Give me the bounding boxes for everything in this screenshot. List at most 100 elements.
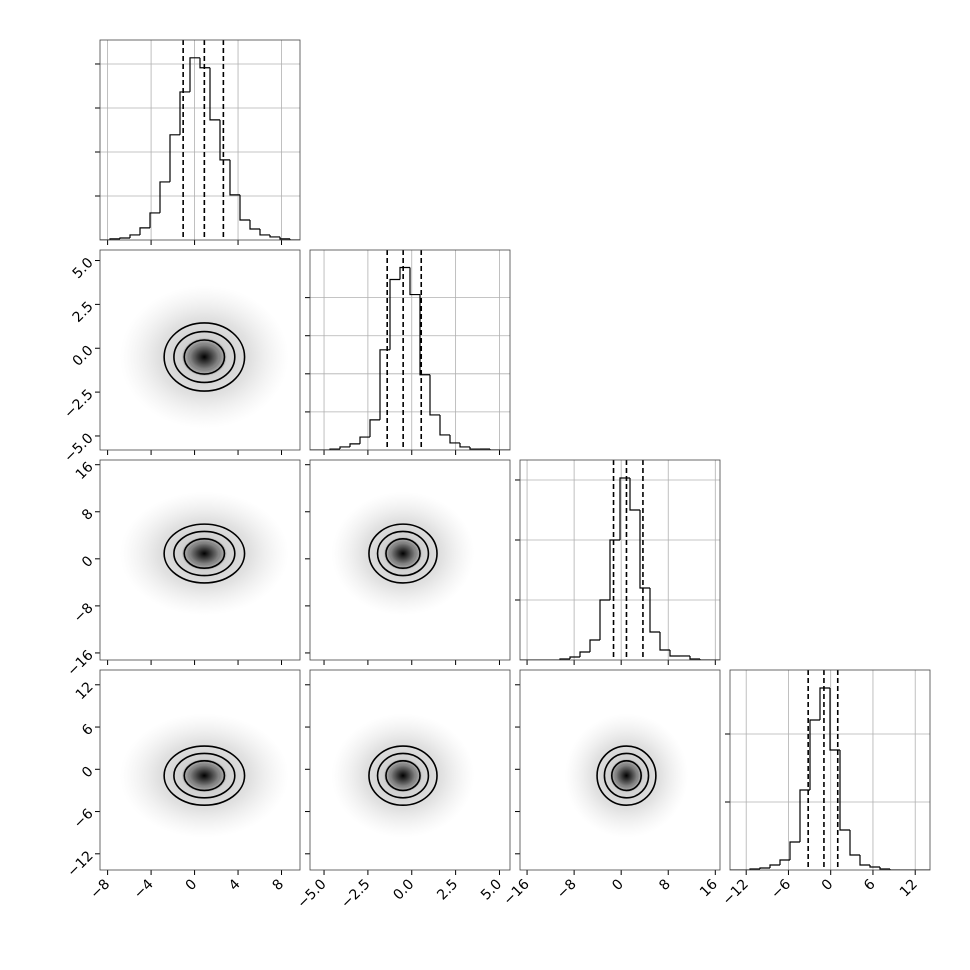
histogram-bin xyxy=(759,867,770,869)
panel-frame xyxy=(309,459,511,661)
histogram-bin xyxy=(859,854,870,866)
histogram-bin xyxy=(629,478,640,511)
panel-content xyxy=(730,670,930,870)
panel xyxy=(515,459,721,665)
histogram-bin xyxy=(359,436,370,444)
histogram-bin xyxy=(259,228,270,236)
panel-frame xyxy=(99,459,301,661)
histogram-bin xyxy=(469,446,480,450)
density-core xyxy=(189,344,220,370)
histogram-bin xyxy=(179,91,190,135)
y-tick-label: 6 xyxy=(79,721,97,739)
y-tick-label: 16 xyxy=(73,459,97,483)
panel xyxy=(305,459,511,665)
histogram-bin xyxy=(129,234,140,239)
y-tick-label: 2.5 xyxy=(70,299,97,326)
x-tick-label: −6 xyxy=(768,876,794,902)
contour xyxy=(183,538,226,570)
contour xyxy=(596,745,657,807)
histogram-bin xyxy=(809,719,820,791)
x-tick-label: −4 xyxy=(131,876,157,902)
panel: −5.0 −2.5 0.0 2.5 5.0 xyxy=(61,249,301,466)
histogram-bin xyxy=(599,599,610,641)
panel-frame xyxy=(99,39,301,241)
histogram-bin xyxy=(789,841,800,861)
histogram-bin xyxy=(839,749,850,831)
x-tick-label: −8 xyxy=(87,876,113,902)
contour xyxy=(603,752,650,799)
histogram-bin xyxy=(639,509,650,589)
y-tick-label: 5.0 xyxy=(70,255,97,282)
panel-frame xyxy=(519,669,721,871)
y-tick-label: 0 xyxy=(79,764,97,782)
histogram-bin xyxy=(439,414,450,436)
histogram-bin xyxy=(579,651,590,657)
y-tick-label: −16 xyxy=(64,647,96,679)
x-tick-label: 0.0 xyxy=(390,876,417,903)
x-tick-label: 2.5 xyxy=(434,876,461,903)
histogram-bin xyxy=(769,864,780,869)
histogram-bin xyxy=(229,159,240,196)
histogram-bin xyxy=(209,67,220,121)
x-tick-label: −12 xyxy=(720,876,752,908)
histogram-bin xyxy=(419,294,430,376)
panel-content xyxy=(564,713,689,838)
panel-frame xyxy=(309,249,511,451)
density-core xyxy=(189,764,220,787)
panel-content xyxy=(331,491,475,616)
x-tick-label: 16 xyxy=(697,876,721,900)
y-tick-label: −12 xyxy=(64,848,96,880)
histogram-bin xyxy=(219,119,230,161)
histogram-bin xyxy=(249,219,260,230)
x-tick-label: 4 xyxy=(226,876,244,894)
x-tick-label: 8 xyxy=(656,876,674,894)
contour xyxy=(163,745,246,807)
histogram-bin xyxy=(849,830,860,856)
contour xyxy=(183,760,226,792)
histogram-bin xyxy=(799,789,810,842)
histogram-bin xyxy=(389,278,400,350)
contour xyxy=(163,322,246,392)
x-tick-label: −16 xyxy=(501,876,533,908)
histogram-bin xyxy=(569,656,580,659)
histogram-bin xyxy=(829,688,840,751)
histogram-bin xyxy=(119,237,130,239)
panel xyxy=(95,39,301,245)
panel: −8 −4 0 4 8 −12 −6 0 6 12 xyxy=(64,669,301,902)
density-core xyxy=(390,542,416,565)
histogram-bin xyxy=(189,57,200,92)
histogram-bin xyxy=(649,587,660,633)
histogram-bin xyxy=(459,442,470,448)
x-tick-label: −5.0 xyxy=(294,876,329,911)
histogram-bin xyxy=(379,349,390,420)
x-tick-label: 5.0 xyxy=(478,876,505,903)
histogram-bin xyxy=(339,446,350,450)
x-tick-label: 0 xyxy=(183,876,201,894)
y-tick-label: 12 xyxy=(73,679,97,703)
panel-content xyxy=(100,40,300,240)
contour xyxy=(385,538,421,570)
y-tick-label: 0.0 xyxy=(70,343,97,370)
contour xyxy=(368,745,438,807)
histogram-bin xyxy=(699,658,710,660)
panel-frame xyxy=(99,249,301,451)
histogram-bin xyxy=(279,236,290,240)
panel-content xyxy=(119,285,289,429)
panel-frame xyxy=(519,459,721,661)
panel: −12 −6 0 6 12 xyxy=(720,669,931,909)
histogram-bin xyxy=(489,449,500,450)
panel xyxy=(305,249,511,455)
y-tick-label: 8 xyxy=(79,506,97,524)
density-core xyxy=(615,764,638,787)
y-tick-label: −6 xyxy=(71,806,97,832)
contour xyxy=(368,523,438,584)
x-tick-label: 0 xyxy=(609,876,627,894)
density-core xyxy=(189,542,220,565)
contour xyxy=(376,530,430,577)
histogram-bin xyxy=(429,374,440,416)
histogram-bin xyxy=(669,649,680,657)
panel-content xyxy=(310,250,510,450)
panel-frame xyxy=(729,669,931,871)
histogram-bin xyxy=(869,864,880,868)
